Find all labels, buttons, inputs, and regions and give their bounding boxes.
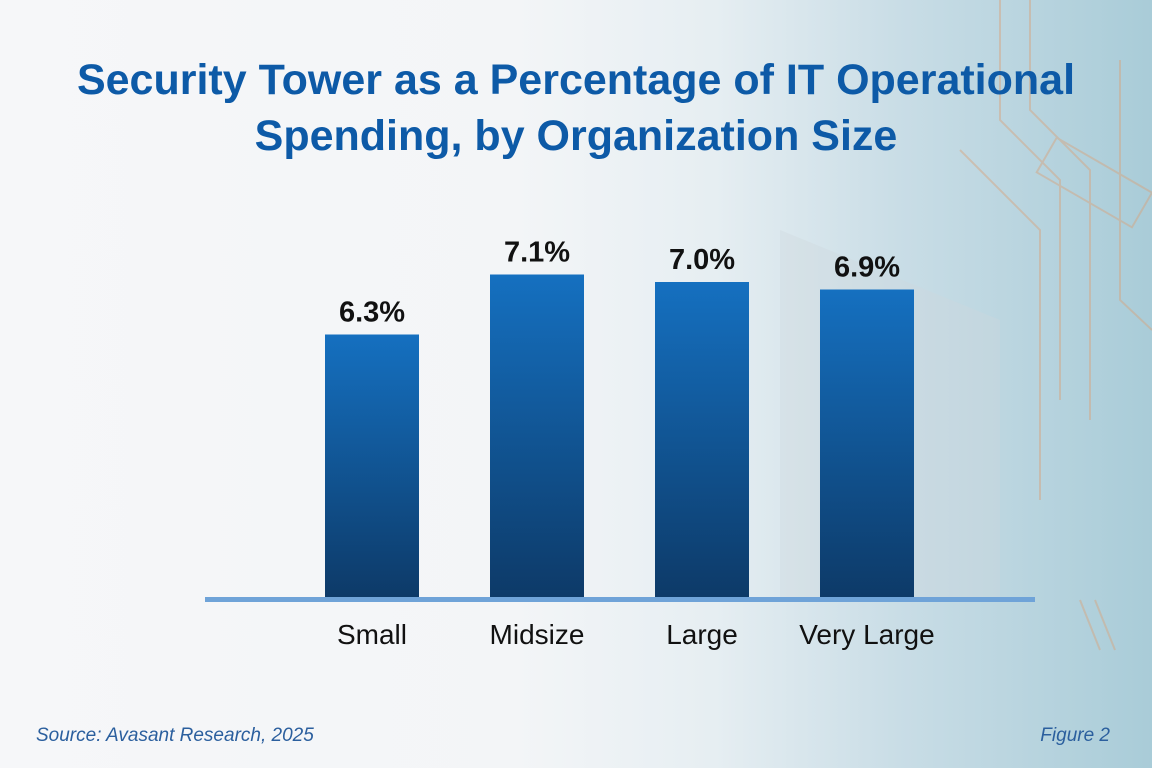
chart-title-line1: Security Tower as a Percentage of IT Ope…	[76, 56, 1076, 104]
bar-midsize	[490, 274, 584, 597]
x-tick-label: Very Large	[799, 619, 934, 650]
x-tick-label: Midsize	[490, 619, 585, 650]
x-axis-line	[205, 597, 1035, 602]
bar-very-large	[820, 289, 914, 597]
data-label: 7.0%	[669, 244, 735, 276]
x-tick-label: Large	[666, 619, 738, 650]
bar-large	[655, 282, 749, 597]
data-label: 7.1%	[504, 237, 570, 269]
source-caption: Source: Avasant Research, 2025	[36, 725, 314, 746]
x-tick-label: Small	[337, 619, 407, 650]
data-label: 6.3%	[339, 297, 405, 329]
figure-number: Figure 2	[1040, 725, 1110, 746]
chart-title-line2: Spending, by Organization Size	[254, 112, 898, 160]
chart-title: Security Tower as a Percentage of IT Ope…	[0, 52, 1152, 164]
data-label: 6.9%	[834, 252, 900, 284]
bar-small	[325, 334, 419, 597]
